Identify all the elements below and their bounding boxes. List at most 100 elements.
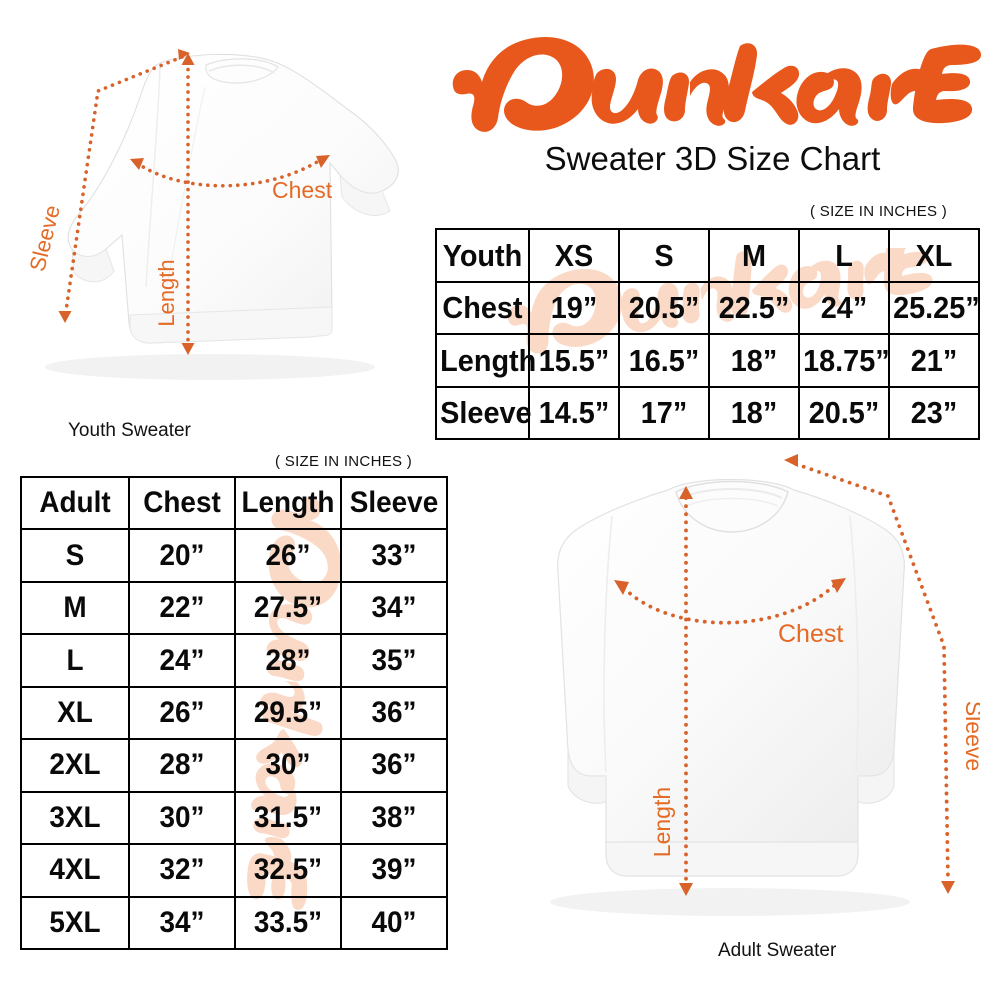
adult-cell-4xl-sleeve: 39” — [343, 843, 445, 898]
brand-header: Sweater 3D Size Chart — [440, 18, 985, 208]
adult-cell-s-sleeve: 33” — [343, 528, 445, 583]
adult-cell-4xl-length: 32.5” — [237, 843, 339, 898]
adult-cell-l-sleeve: 35” — [343, 633, 445, 688]
youth-size-table: Youth XS S M L XL Chest 19” 20.5” 22.5” … — [435, 228, 980, 440]
adult-cell-5xl-chest: 34” — [131, 895, 233, 950]
adult-sweater-illustration: Length Chest Sleeve — [550, 454, 980, 916]
youth-units-note: ( SIZE IN INCHES ) — [810, 203, 948, 220]
adult-col-sleeve: Sleeve — [343, 475, 445, 531]
adult-col-length: Length — [237, 475, 339, 531]
table-row: XL 26” 29.5” 36” — [21, 685, 447, 741]
youth-cell-chest-l: 24” — [801, 280, 887, 335]
adult-units-note: ( SIZE IN INCHES ) — [275, 453, 413, 470]
youth-cell-sleeve-xs: 14.5” — [531, 385, 617, 440]
adult-cell-xl-length: 29.5” — [237, 685, 339, 741]
adult-length-dimension: Length — [649, 486, 693, 896]
adult-cell-m-length: 27.5” — [237, 580, 339, 636]
youth-cell-length-l: 18.75” — [801, 333, 890, 388]
youth-cell-chest-xl: 25.25” — [891, 280, 980, 335]
youth-row-label-sleeve: Sleeve — [438, 385, 532, 440]
table-row: M 22” 27.5” 34” — [21, 580, 447, 636]
youth-cell-length-m: 18” — [711, 333, 797, 388]
youth-chest-dimension: Chest — [130, 155, 333, 203]
youth-col-xl: XL — [891, 228, 977, 283]
table-row: 3XL 30” 31.5” 38” — [21, 790, 447, 846]
adult-left-cuff — [567, 749, 607, 804]
adult-sleeve-label: Sleeve — [961, 701, 980, 771]
adult-length-label: Length — [649, 787, 675, 857]
adult-cell-l-chest: 24” — [131, 633, 233, 688]
table-row: 5XL 34” 33.5” 40” — [21, 895, 447, 950]
table-row: S 20” 26” 33” — [21, 528, 447, 583]
youth-cell-length-s: 16.5” — [621, 333, 707, 388]
adult-col-chest: Chest — [131, 475, 233, 531]
adult-row-label-2xl: 2XL — [23, 738, 127, 793]
adult-cell-3xl-chest: 30” — [131, 790, 233, 846]
adult-row-label-4xl: 4XL — [23, 843, 127, 898]
adult-row-label-l: L — [23, 633, 127, 688]
youth-left-cuff — [71, 247, 115, 283]
youth-cell-length-xl: 21” — [891, 333, 977, 388]
adult-sleeve-dimension: Sleeve — [784, 454, 980, 894]
youth-col-l: L — [801, 228, 887, 283]
youth-cell-chest-m: 22.5” — [711, 280, 797, 335]
adult-cell-2xl-chest: 28” — [131, 738, 233, 793]
adult-cell-2xl-length: 30” — [237, 738, 339, 793]
table-row: Sleeve 14.5” 17” 18” 20.5” 23” — [436, 385, 979, 440]
youth-cell-length-xs: 15.5” — [531, 333, 617, 388]
youth-cell-sleeve-l: 20.5” — [801, 385, 887, 440]
adult-cell-xl-sleeve: 36” — [343, 685, 445, 741]
table-row: Chest 19” 20.5” 22.5” 24” 25.25” — [436, 280, 980, 335]
adult-cell-s-length: 26” — [237, 528, 339, 583]
table-row: 4XL 32” 32.5” 39” — [21, 843, 447, 898]
youth-hem — [129, 306, 333, 344]
youth-sweater-caption: Youth Sweater — [68, 420, 191, 441]
adult-hem — [605, 841, 859, 877]
youth-collar — [205, 58, 279, 84]
youth-length-label: Length — [154, 259, 179, 326]
youth-size-table-container: Youth XS S M L XL Chest 19” 20.5” 22.5” … — [435, 228, 980, 440]
youth-cell-chest-xs: 19” — [531, 280, 617, 335]
adult-cell-3xl-sleeve: 38” — [343, 790, 445, 846]
youth-chest-label: Chest — [272, 177, 333, 203]
table-row-header: Adult Chest Length Sleeve — [21, 475, 447, 531]
adult-chest-label: Chest — [778, 620, 843, 648]
adult-corner-label: Adult — [23, 475, 127, 531]
youth-sweater-illustration: Length Chest Sleeve — [24, 49, 399, 380]
adult-cell-xl-chest: 26” — [131, 685, 233, 741]
adult-cell-3xl-length: 31.5” — [237, 790, 339, 846]
youth-cell-sleeve-xl: 23” — [891, 385, 977, 440]
adult-cell-5xl-length: 33.5” — [237, 895, 339, 950]
adult-sweater-caption: Adult Sweater — [718, 940, 837, 961]
adult-cell-s-chest: 20” — [131, 528, 233, 583]
youth-col-m: M — [711, 228, 797, 283]
adult-collar — [675, 480, 789, 533]
adult-row-label-xl: XL — [23, 685, 127, 741]
adult-row-label-m: M — [23, 580, 127, 636]
table-row: Length 15.5” 16.5” 18” 18.75” 21” — [436, 333, 979, 388]
table-row: 2XL 28” 30” 36” — [21, 738, 447, 793]
adult-size-table-container: Adult Chest Length Sleeve S 20” 26” 33” … — [20, 475, 448, 950]
adult-cell-5xl-sleeve: 40” — [343, 895, 445, 950]
youth-cell-sleeve-m: 18” — [711, 385, 797, 440]
table-row: L 24” 28” 35” — [21, 633, 447, 688]
youth-col-s: S — [621, 228, 707, 283]
youth-corner-label: Youth — [438, 228, 527, 283]
adult-cell-m-sleeve: 34” — [343, 580, 445, 636]
adult-sweater-figure: Length Chest Sleeve — [480, 450, 980, 940]
youth-cell-sleeve-s: 17” — [621, 385, 707, 440]
youth-right-cuff — [339, 173, 391, 216]
adult-cell-l-length: 28” — [237, 633, 339, 688]
adult-chest-dimension: Chest — [614, 578, 846, 648]
youth-row-label-length: Length — [438, 333, 536, 388]
adult-size-table: Adult Chest Length Sleeve S 20” 26” 33” … — [20, 475, 448, 950]
youth-row-label-chest: Chest — [438, 280, 527, 335]
adult-row-label-s: S — [23, 528, 127, 583]
adult-cell-4xl-chest: 32” — [131, 843, 233, 898]
youth-col-xs: XS — [531, 228, 617, 283]
youth-cell-chest-s: 20.5” — [621, 280, 707, 335]
page-title: Sweater 3D Size Chart — [544, 140, 881, 177]
adult-row-label-5xl: 5XL — [23, 895, 127, 950]
youth-sweater-figure: Length Chest Sleeve — [10, 35, 420, 395]
